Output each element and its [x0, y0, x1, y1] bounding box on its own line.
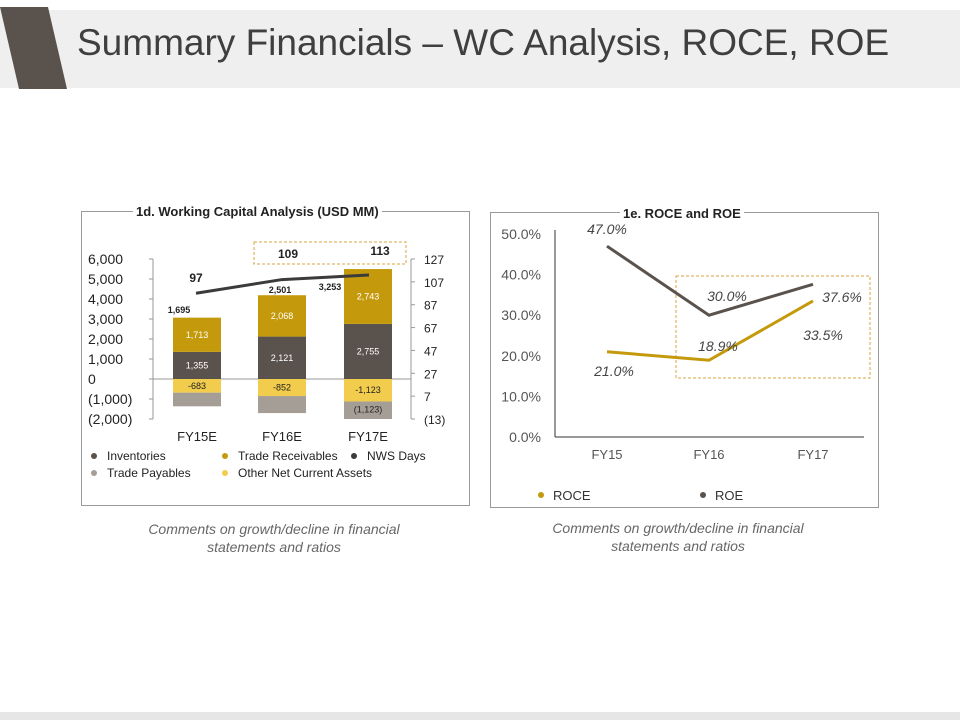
roe-line — [606, 244, 814, 317]
wc-legend-marker — [351, 453, 357, 459]
roce-tick-label: 40.0% — [501, 267, 541, 283]
wc-left-tick-label: 2,000 — [88, 331, 123, 347]
bar-inventories — [344, 323, 392, 379]
bar-trade-receivables-label: 2,743 — [357, 291, 380, 301]
nws-highlight-box — [253, 241, 407, 265]
roce-legend-marker — [700, 492, 706, 498]
wc-category-label: FY15E — [177, 429, 217, 444]
roce-tick-label: 50.0% — [501, 226, 541, 242]
left-comment-line-2: statements and ratios — [207, 539, 341, 555]
wc-right-tick-label: 67 — [424, 322, 438, 336]
bar-trade-receivables-label: 2,068 — [271, 311, 294, 321]
page-title: Summary Financials – WC Analysis, ROCE, … — [77, 22, 890, 63]
wc-left-tick-label: 5,000 — [88, 271, 123, 287]
wc-legend-marker — [91, 470, 97, 476]
roce-highlight-box — [675, 275, 871, 379]
roce-tick-label: 30.0% — [501, 307, 541, 323]
wc-right-tick-label: (13) — [424, 413, 445, 427]
roe-data-label: 30.0% — [707, 288, 747, 304]
header-accent-shape — [0, 7, 67, 89]
bottom-strip — [0, 712, 960, 720]
bar-trade-payables — [344, 401, 392, 419]
wc-total-label: 1,695 — [168, 305, 191, 315]
bar-other-net-current-assets — [173, 379, 221, 393]
wc-total-label: 2,501 — [269, 285, 292, 295]
roce-chart-title: 1e. ROCE and ROE — [620, 206, 744, 221]
wc-left-tick-label: 3,000 — [88, 311, 123, 327]
bar-trade-receivables — [173, 317, 221, 352]
bar-inventories — [173, 351, 221, 379]
roce-legend-label: ROCE — [553, 488, 591, 503]
bar-other-net-current-assets-label: -852 — [273, 383, 291, 393]
wc-legend-label: NWS Days — [367, 449, 426, 463]
bar-other-net-current-assets-label: -1,123 — [355, 385, 381, 395]
bar-other-net-current-assets — [344, 379, 392, 402]
bar-trade-payables-label: (1,123) — [354, 404, 383, 414]
right-comment: Comments on growth/decline in financial … — [528, 519, 828, 555]
roce-line — [606, 299, 814, 362]
right-comment-line-1: Comments on growth/decline in financial — [552, 520, 804, 536]
wc-left-tick-label: (2,000) — [88, 411, 132, 427]
roce-data-label: 18.9% — [698, 338, 738, 354]
left-comment: Comments on growth/decline in financial … — [124, 520, 424, 556]
nws-days-label: 97 — [189, 271, 203, 285]
wc-category-label: FY16E — [262, 429, 302, 444]
wc-left-tick-label: 4,000 — [88, 291, 123, 307]
roce-category-label: FY16 — [693, 447, 724, 462]
roe-data-label: 37.6% — [822, 289, 862, 305]
roce-tick-label: 10.0% — [501, 388, 541, 404]
bar-trade-receivables — [344, 269, 392, 324]
wc-legend-marker — [91, 453, 97, 459]
roce-category-label: FY17 — [797, 447, 828, 462]
left-comment-line-1: Comments on growth/decline in financial — [148, 521, 400, 537]
roce-tick-label: 20.0% — [501, 348, 541, 364]
roce-data-label: 33.5% — [803, 327, 843, 343]
wc-right-tick-label: 47 — [424, 344, 438, 358]
wc-right-tick-label: 87 — [424, 299, 438, 313]
roce-legend-label: ROE — [715, 488, 744, 503]
wc-left-tick-label: (1,000) — [88, 391, 132, 407]
nws-days-line — [195, 273, 370, 295]
wc-category-label: FY17E — [348, 429, 388, 444]
right-comment-line-2: statements and ratios — [611, 538, 745, 554]
wc-left-tick-label: 0 — [88, 371, 96, 387]
wc-right-tick-label: 7 — [424, 390, 431, 404]
bar-inventories-label: 2,121 — [271, 353, 294, 363]
wc-chart-title: 1d. Working Capital Analysis (USD MM) — [133, 204, 382, 219]
wc-right-tick-label: 27 — [424, 367, 438, 381]
roce-category-label: FY15 — [591, 447, 622, 462]
nws-days-label: 113 — [370, 244, 390, 258]
bar-trade-payables — [258, 396, 306, 414]
wc-legend-marker — [222, 453, 228, 459]
bar-inventories-label: 1,355 — [186, 360, 209, 370]
roce-data-label: 21.0% — [593, 363, 634, 379]
wc-legend-label: Inventories — [107, 449, 166, 463]
wc-total-label: 3,253 — [319, 282, 342, 292]
bar-inventories — [258, 336, 306, 379]
wc-left-tick-label: 6,000 — [88, 251, 123, 267]
header-band — [0, 10, 960, 88]
bar-trade-payables — [173, 392, 221, 407]
wc-right-tick-label: 107 — [424, 276, 444, 290]
wc-legend-label: Trade Payables — [107, 466, 191, 480]
bar-trade-receivables-label: 1,713 — [186, 330, 209, 340]
wc-right-tick-label: 127 — [424, 253, 444, 267]
wc-legend-label: Trade Receivables — [238, 449, 338, 463]
nws-days-label: 109 — [278, 247, 298, 261]
wc-legend-marker — [222, 470, 228, 476]
roe-data-label: 47.0% — [587, 221, 627, 237]
wc-left-tick-label: 1,000 — [88, 351, 123, 367]
roce-tick-label: 0.0% — [509, 429, 541, 445]
bar-trade-receivables — [258, 295, 306, 337]
bar-other-net-current-assets — [258, 379, 306, 397]
bar-other-net-current-assets-label: -683 — [188, 381, 206, 391]
roce-legend-marker — [538, 492, 544, 498]
wc-legend-label: Other Net Current Assets — [238, 466, 372, 480]
bar-inventories-label: 2,755 — [357, 346, 380, 356]
